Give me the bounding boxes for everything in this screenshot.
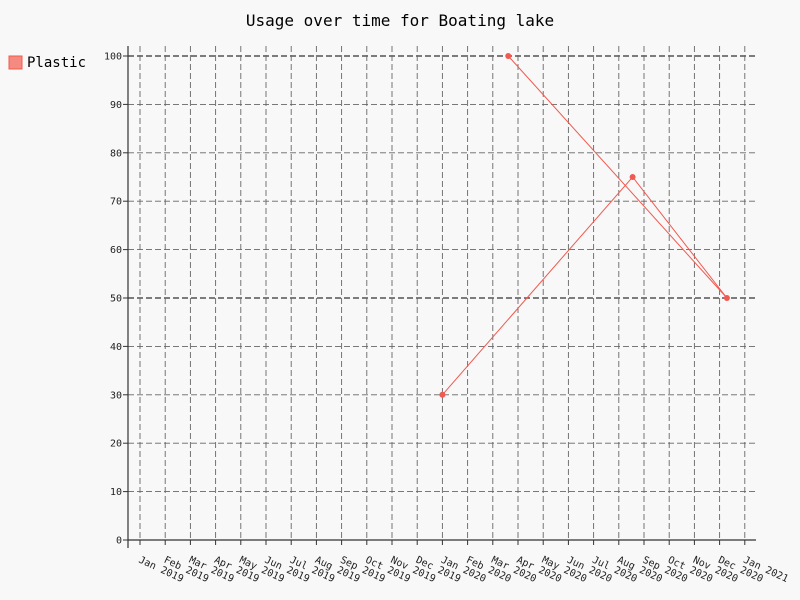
y-tick-label: 40 [110,342,122,353]
data-point [505,53,512,59]
data-point [439,391,446,398]
y-ticks: 0 10 20 30 40 50 60 70 80 90 100 [104,52,128,547]
series-line-plastic [442,55,728,396]
y-tick-label: 10 [110,487,122,498]
y-tick-label: 50 [110,294,122,305]
legend: Plastic [8,55,86,71]
legend-label-plastic: Plastic [27,55,86,71]
grid [128,46,756,541]
y-tick-label: 60 [110,245,122,256]
y-tick-label: 100 [104,52,122,63]
data-point [629,174,636,180]
legend-swatch-plastic [8,55,23,70]
data-point [723,295,730,301]
y-tick-label: 20 [110,439,122,450]
series [439,53,730,398]
y-tick-label: 80 [110,148,122,159]
y-tick-label: 70 [110,197,122,208]
y-tick-label: 30 [110,390,122,401]
y-tick-label: 0 [116,536,122,547]
chart-title: Usage over time for Boating lake [246,11,554,30]
y-tick-label: 90 [110,100,122,111]
